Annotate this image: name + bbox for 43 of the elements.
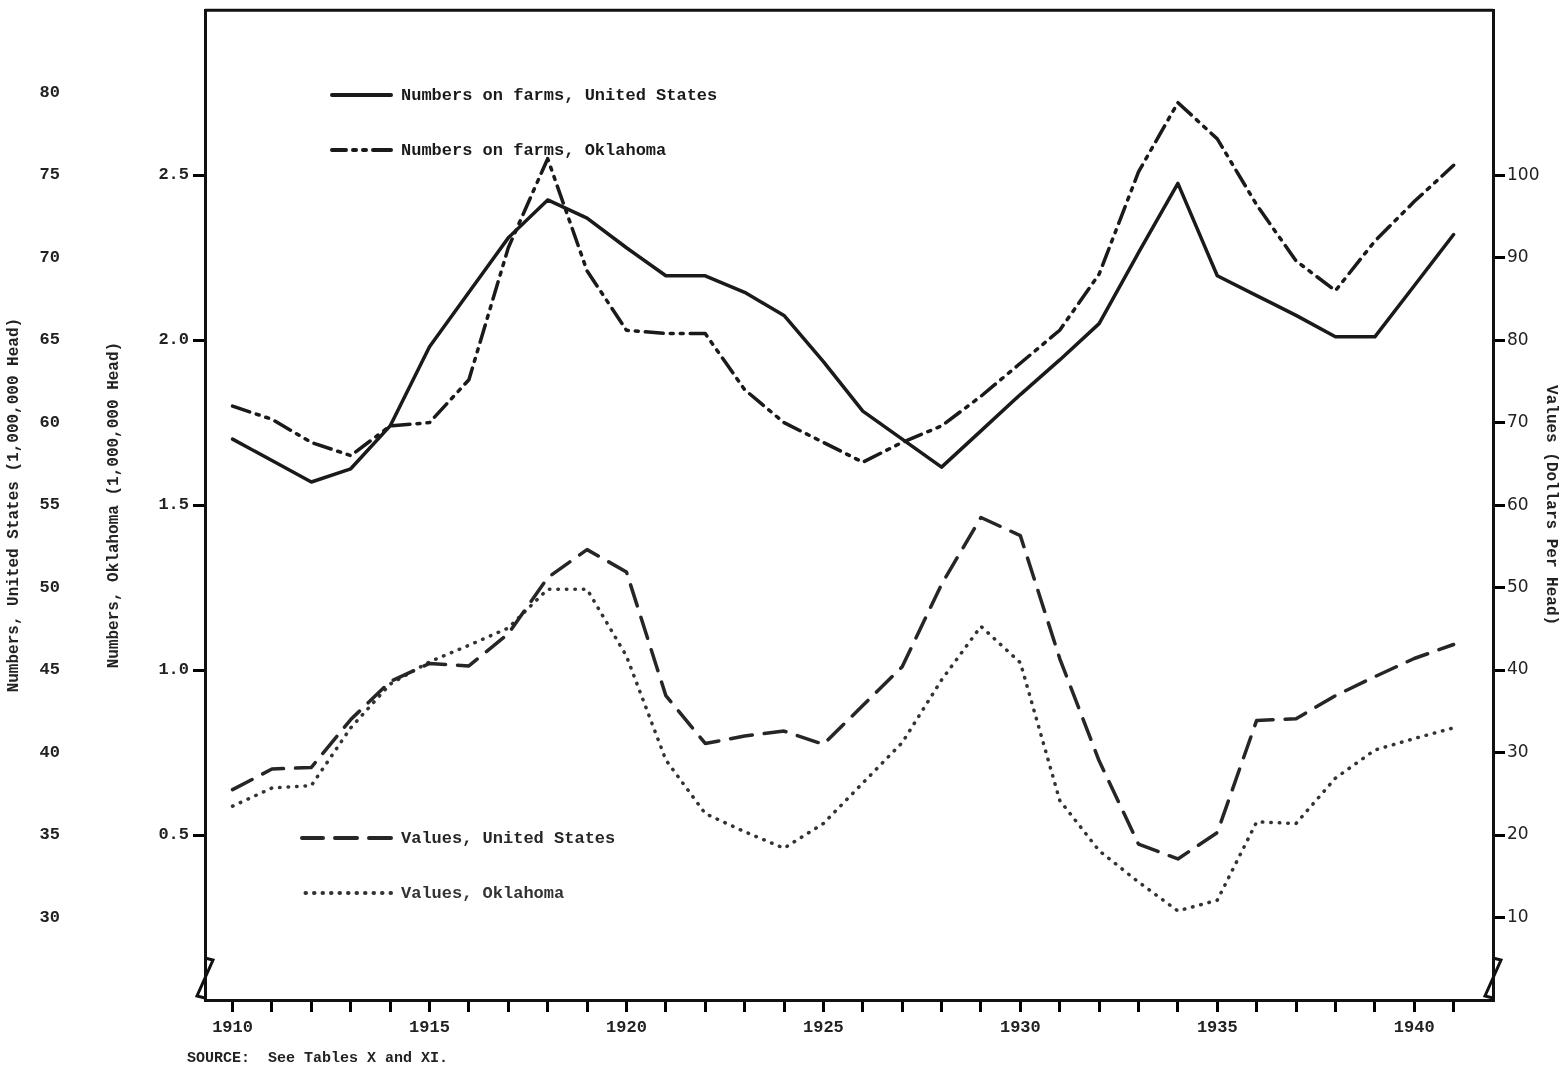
y-tick-label: 30 xyxy=(39,907,60,927)
x-tick-label: 1940 xyxy=(1393,1018,1435,1038)
y3-tick-label: 2.0 xyxy=(158,330,189,350)
y2-tick-label: 10 xyxy=(1507,905,1529,926)
y2-tick-label: 80 xyxy=(1507,328,1529,349)
x-tick-label: 1920 xyxy=(606,1018,647,1038)
y3-tick-label: 1.0 xyxy=(158,660,189,680)
y2-tick-label: 100 xyxy=(1507,163,1540,184)
x-tick-label: 1915 xyxy=(409,1018,450,1038)
line-series xyxy=(230,587,1456,913)
y-tick-label: 45 xyxy=(39,660,60,680)
y-tick-label: 40 xyxy=(39,742,60,762)
y2-tick-label: 50 xyxy=(1507,576,1529,597)
text: Values, United States xyxy=(401,828,616,848)
y-tick-label: 70 xyxy=(39,247,60,267)
x-tick-label: 1910 xyxy=(212,1018,253,1038)
legend-label: Numbers on farms, United States xyxy=(401,85,718,105)
y2-tick-label: 30 xyxy=(1507,740,1529,761)
y-tick-label: 50 xyxy=(39,577,60,597)
y-tick-label: 80 xyxy=(39,82,60,102)
y-tick-label: 35 xyxy=(39,825,60,845)
y2-axis-title: Values (Dollars Per Head) xyxy=(1542,385,1561,626)
line-series xyxy=(230,515,1456,861)
x-tick-label: 1935 xyxy=(1196,1018,1238,1038)
legend-label: Numbers on farms, Oklahoma xyxy=(401,140,667,160)
y-tick-label: 65 xyxy=(39,330,60,350)
y-tick-label: 60 xyxy=(39,412,60,432)
y-tick-label: 55 xyxy=(39,495,60,515)
source-note: SOURCE: See Tables X and XI. xyxy=(187,1050,449,1067)
y2-tick-label: 40 xyxy=(1507,658,1529,679)
x-tick-label: 1925 xyxy=(802,1018,844,1038)
y2-tick-label: 20 xyxy=(1507,823,1529,844)
y3-axis-title: Numbers, Oklahoma (1,000,000 Head) xyxy=(104,341,123,669)
y3-tick-label: 1.5 xyxy=(158,495,189,515)
y-axis-title: Numbers, United States (1,000,000 Head) xyxy=(4,317,23,693)
y2-tick-label: 60 xyxy=(1507,493,1529,514)
y2-tick-label: 90 xyxy=(1507,246,1529,267)
text: Values, Oklahoma xyxy=(401,883,565,903)
y3-tick-label: 2.5 xyxy=(158,165,189,185)
y3-tick-label: 0.5 xyxy=(158,825,189,845)
x-tick-label: 1930 xyxy=(999,1018,1041,1038)
y-tick-label: 75 xyxy=(39,165,60,185)
y2-tick-label: 70 xyxy=(1507,411,1529,432)
